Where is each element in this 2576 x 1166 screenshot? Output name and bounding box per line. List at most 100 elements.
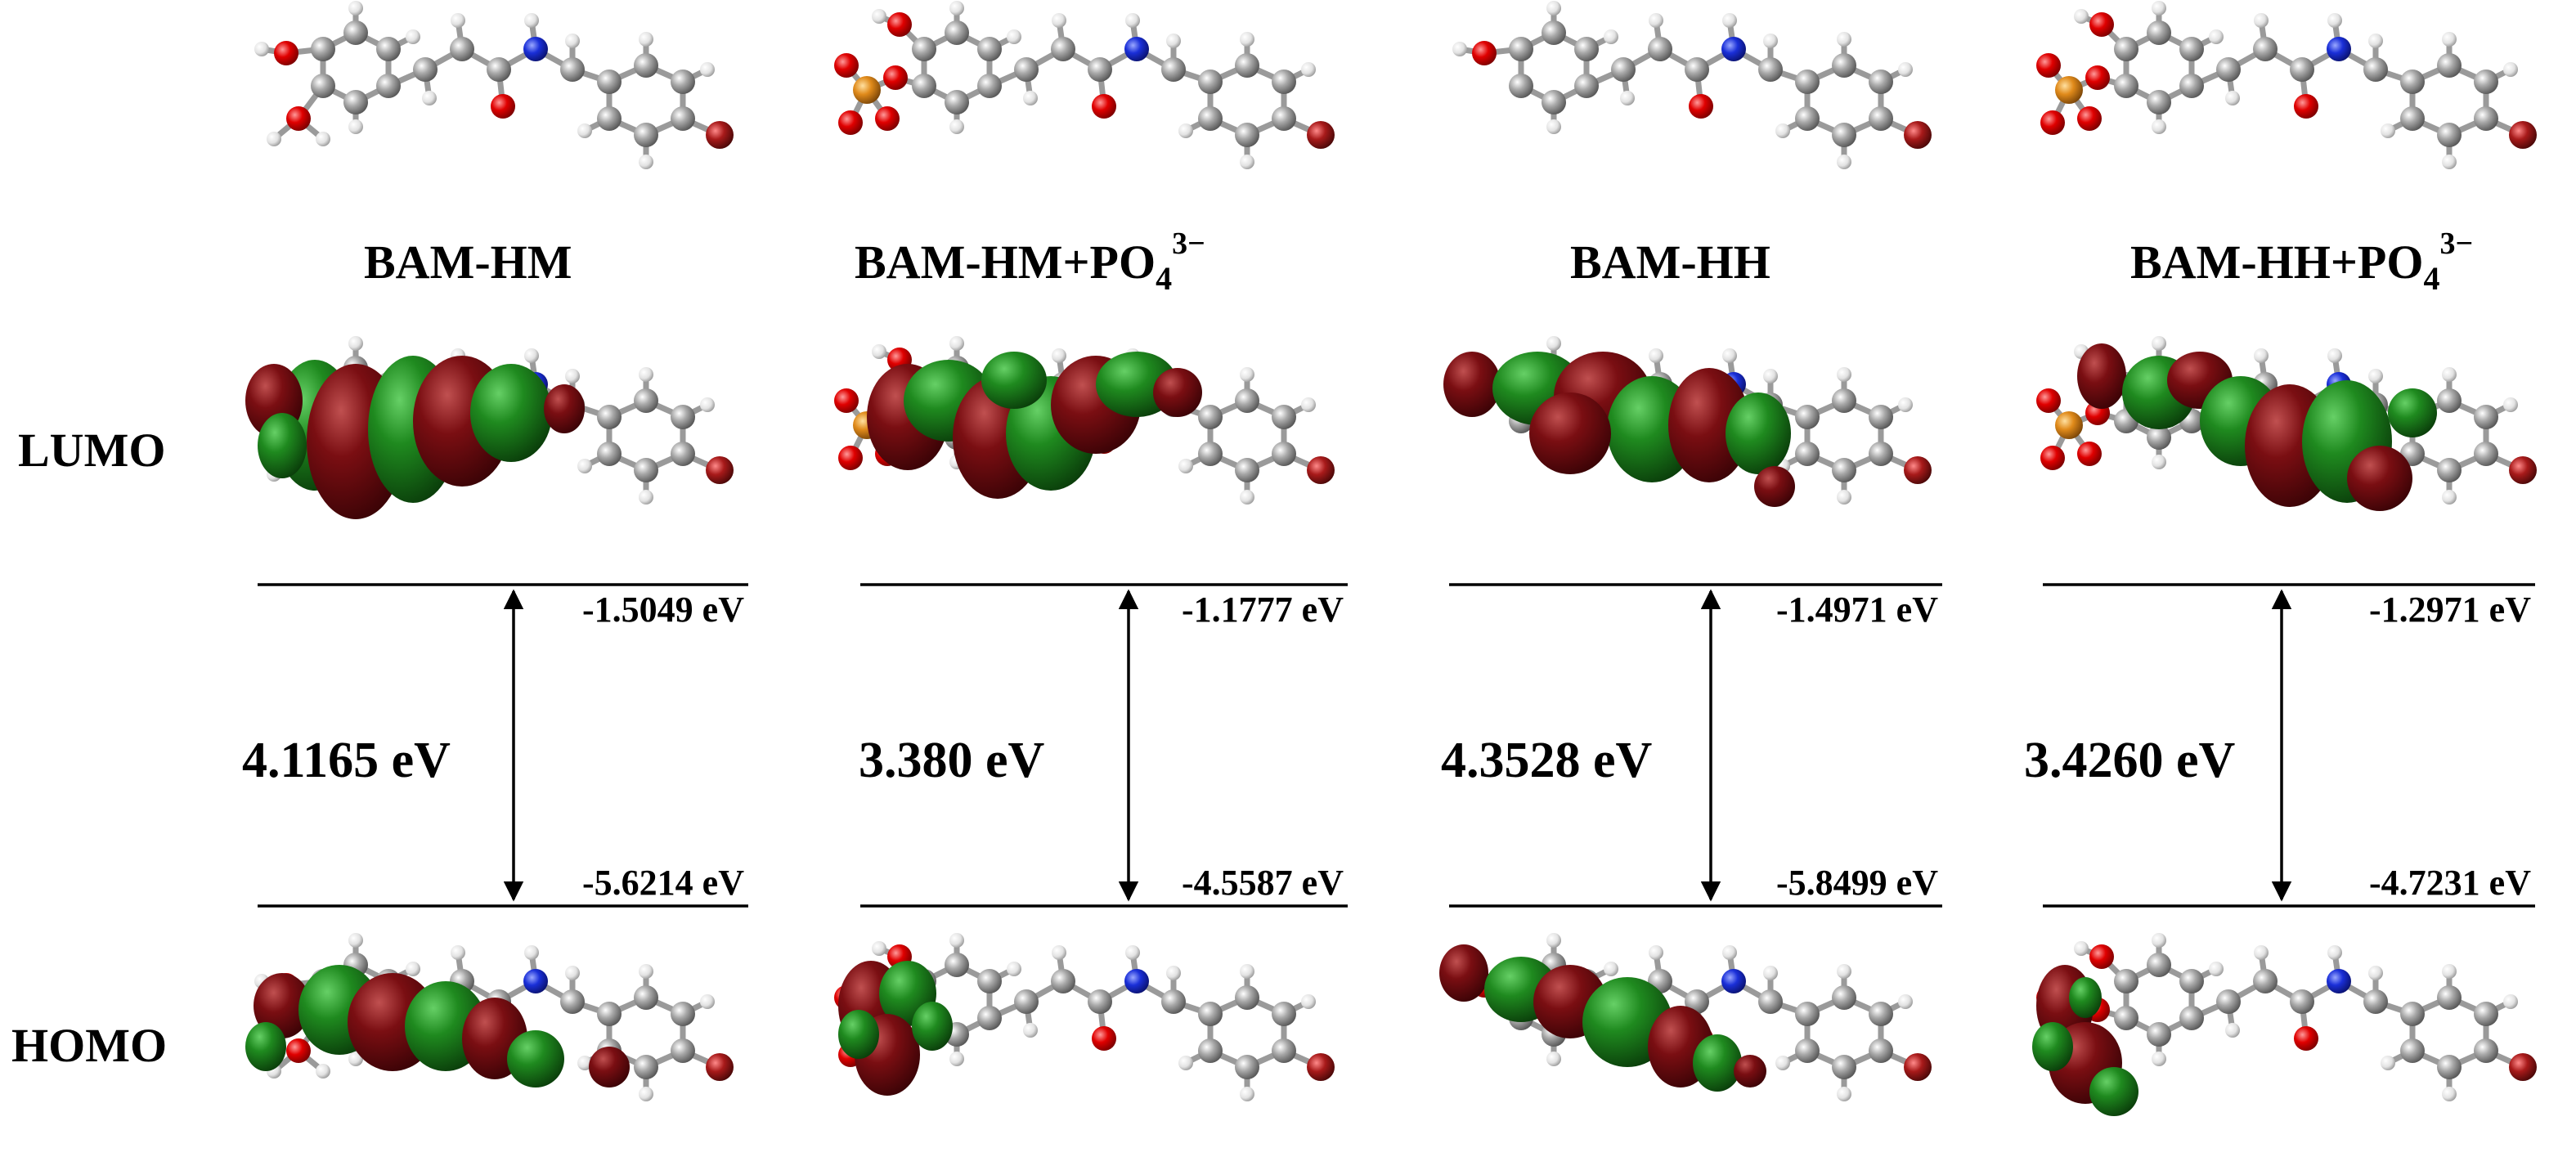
atom-c <box>2474 1038 2498 1063</box>
orbital-lobe-positive <box>258 413 307 478</box>
bam-hh-title: BAM-HH <box>1570 235 1770 289</box>
atom-c <box>2400 70 2425 94</box>
orbital-lobe-negative <box>1529 392 1611 474</box>
atom-c <box>2474 1002 2498 1026</box>
atom-c <box>1832 985 1856 1010</box>
atom-br <box>1307 456 1335 484</box>
atom-h <box>1166 966 1181 980</box>
atom-h <box>1722 348 1737 363</box>
atom-n <box>523 969 548 993</box>
atom-h <box>1722 945 1737 960</box>
atom-br <box>1904 121 1932 149</box>
atom-o <box>2040 446 2065 470</box>
atom-c <box>1795 405 1820 429</box>
atom-h <box>1837 964 1851 979</box>
atom-c <box>1685 57 1709 82</box>
panel-bam-hh: BAM-HH -1.4971 eV -5.8499 eV 4.3528 eV <box>1439 1 1942 1101</box>
atom-c <box>597 70 622 94</box>
atom-h <box>2442 32 2457 47</box>
atom-br <box>706 456 734 484</box>
atom-c <box>2114 74 2138 98</box>
bam-hm-title: BAM-HM <box>364 235 572 289</box>
orbital-lobe-positive <box>1726 392 1791 474</box>
orbital-lobe-negative <box>589 1047 630 1088</box>
atom-c <box>1832 123 1856 147</box>
atom-o <box>875 106 900 131</box>
bam-hm-homo-energy: -5.6214 eV <box>582 863 744 903</box>
atom-h <box>949 933 964 948</box>
atom-c <box>977 74 1002 98</box>
panel-bam-hm-po4: BAM-HM+PO43− -1.1777 eV -4.5587 eV 3.380 eV <box>834 1 1348 1101</box>
atom-h <box>1546 119 1561 134</box>
atom-c <box>1795 442 1820 466</box>
atom-h <box>1023 1023 1038 1038</box>
atom-c <box>1685 989 1709 1014</box>
atom-h <box>1240 964 1254 979</box>
atom-h <box>1604 29 1618 44</box>
atom-h <box>2209 29 2224 44</box>
atom-h <box>422 91 437 105</box>
orbital-lobe-positive <box>2032 1022 2073 1071</box>
atom-h <box>577 459 592 473</box>
atom-c <box>1542 20 1566 45</box>
atom-c <box>2290 989 2314 1014</box>
atom-o <box>2089 944 2114 969</box>
homo-row-label: HOMO <box>11 1019 167 1072</box>
atom-h <box>2074 941 2089 956</box>
atom-h <box>267 132 281 146</box>
orbital-lobe-negative <box>2347 446 2412 511</box>
atom-h <box>1649 348 1663 363</box>
title-main: BAM-HM <box>364 235 572 289</box>
atom-c <box>487 57 511 82</box>
atom-h <box>565 34 580 48</box>
atom-h <box>451 13 465 28</box>
atom-h <box>1240 32 1254 47</box>
atom-c <box>1051 969 1075 993</box>
bam-hh-po4-lumo-orbital <box>2036 336 2537 511</box>
atom-o <box>1689 94 1713 119</box>
atom-o <box>2089 12 2114 37</box>
atom-h <box>1763 966 1778 980</box>
atom-c <box>311 37 335 61</box>
atom-h <box>1649 945 1663 960</box>
atom-c <box>1509 37 1533 61</box>
orbital-lobe-negative <box>1153 368 1202 417</box>
bam-hm-po4-homo-orbital <box>834 933 1335 1101</box>
atom-c <box>413 57 438 82</box>
atom-h <box>1837 155 1851 169</box>
bam-hh-structure-atoms <box>1452 1 1932 169</box>
atom-o <box>2077 442 2102 466</box>
atom-h <box>406 29 420 44</box>
atom-c <box>2363 989 2388 1014</box>
bam-hm-po4-structure-atoms <box>834 1 1335 169</box>
atom-o <box>2077 106 2102 131</box>
bam-hh-po4-structure-atoms <box>2036 1 2537 169</box>
atom-h <box>949 1 964 16</box>
atom-h <box>2327 13 2342 28</box>
atom-h <box>1178 123 1193 138</box>
atom-n <box>523 37 548 61</box>
atom-c <box>2114 1006 2138 1030</box>
atom-c <box>1795 1002 1820 1026</box>
atom-h <box>949 336 964 351</box>
orbital-lobe-positive <box>507 1030 564 1088</box>
atom-c <box>2363 57 2388 82</box>
orbital-lobe-negative <box>2077 343 2126 409</box>
bam-hh-po4-homo-orbital <box>2032 933 2537 1116</box>
atom-c <box>1051 37 1075 61</box>
atom-c <box>2147 1022 2171 1047</box>
atom-c <box>1272 1038 1296 1063</box>
atom-h <box>2442 155 2457 169</box>
atom-h <box>2254 13 2269 28</box>
atom-c <box>1272 106 1296 131</box>
bam-hh-homo-orbital <box>1439 933 1932 1101</box>
atom-c <box>2253 969 2278 993</box>
lumo-row-label: LUMO <box>18 424 165 477</box>
atom-h <box>872 344 886 359</box>
bam-hh-po4-lumo-energy: -1.2971 eV <box>2369 590 2531 630</box>
atom-h <box>1837 32 1851 47</box>
title-subscript: 4 <box>1156 260 1172 297</box>
atom-c <box>2437 985 2462 1010</box>
atom-c <box>2179 969 2204 993</box>
atom-c <box>2474 442 2498 466</box>
